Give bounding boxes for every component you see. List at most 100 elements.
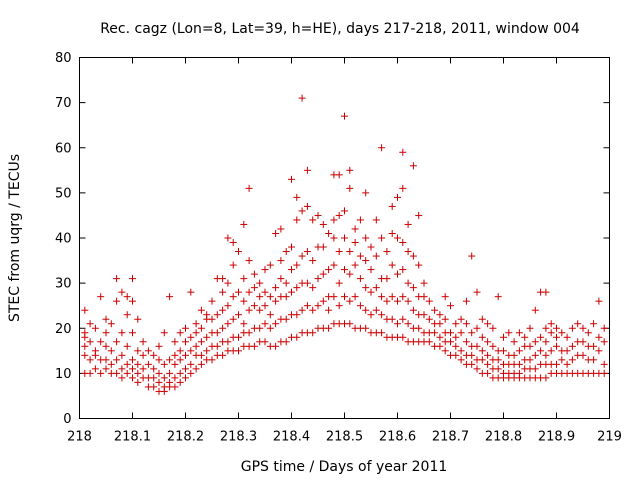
data-point: [484, 320, 492, 328]
axis-tick-labels: 218 218.1 218.2 218.3 218.4 218.5 218.6 218.7 21…: [55, 51, 622, 445]
y-tick-label: 10: [55, 367, 72, 382]
data-point: [600, 338, 608, 346]
data-point: [293, 284, 301, 292]
data-point: [457, 315, 465, 323]
data-point: [515, 329, 523, 337]
data-point: [558, 356, 566, 364]
data-point: [129, 365, 136, 373]
data-point: [399, 148, 407, 156]
data-point: [134, 347, 142, 355]
data-point: [219, 351, 227, 359]
data-point: [415, 324, 423, 332]
data-point: [468, 360, 476, 368]
data-point: [293, 311, 301, 319]
data-point: [203, 311, 211, 319]
data-point: [176, 347, 184, 355]
data-point: [579, 351, 587, 359]
data-point: [81, 306, 89, 314]
data-point: [441, 347, 449, 355]
data-point: [330, 293, 338, 301]
data-point: [568, 324, 576, 332]
data-point: [229, 261, 237, 269]
data-point: [224, 320, 232, 328]
data-point: [298, 306, 306, 314]
x-tick-label: 218.9: [538, 430, 575, 445]
data-point: [219, 306, 227, 314]
data-point: [250, 284, 258, 292]
data-point: [240, 220, 248, 228]
data-point: [235, 333, 242, 341]
axis-ticks: [79, 57, 610, 419]
data-point: [314, 211, 322, 219]
data-point: [473, 342, 481, 350]
data-point: [266, 293, 274, 301]
data-point: [378, 293, 386, 301]
data-point: [166, 378, 174, 386]
data-point: [542, 288, 550, 296]
data-point: [309, 284, 317, 292]
data-point: [542, 351, 550, 359]
data-point: [362, 306, 370, 314]
data-point: [388, 229, 396, 237]
data-point: [197, 306, 205, 314]
data-point: [447, 338, 454, 346]
data-point: [436, 333, 444, 341]
data-point: [314, 302, 322, 310]
x-tick-label: 218: [67, 430, 92, 445]
data-point: [293, 333, 301, 341]
data-point: [245, 329, 253, 337]
data-point: [97, 293, 105, 301]
data-point: [553, 342, 560, 350]
data-point: [86, 338, 94, 346]
data-point: [346, 248, 354, 256]
data-point: [542, 338, 550, 346]
data-point: [404, 220, 412, 228]
data-point: [250, 342, 258, 350]
data-point: [553, 360, 560, 368]
data-point: [256, 306, 264, 314]
data-point: [261, 266, 269, 274]
data-point: [113, 369, 121, 377]
data-point: [160, 329, 168, 337]
data-point: [590, 342, 598, 350]
data-point: [553, 324, 560, 332]
data-point: [187, 360, 195, 368]
data-point: [261, 302, 269, 310]
data-point: [362, 324, 370, 332]
data-point: [494, 365, 502, 373]
data-point: [319, 243, 327, 251]
data-point: [97, 369, 105, 377]
data-point: [388, 261, 396, 269]
data-point: [208, 297, 216, 305]
data-point: [351, 293, 359, 301]
data-point: [192, 320, 200, 328]
data-point: [441, 293, 449, 301]
data-point: [441, 315, 449, 323]
data-point: [462, 338, 470, 346]
data-point: [86, 320, 94, 328]
y-tick-label: 30: [55, 277, 72, 292]
data-point: [547, 347, 555, 355]
data-point: [367, 311, 375, 319]
data-point: [378, 234, 386, 242]
data-point: [399, 184, 407, 192]
data-point: [298, 252, 306, 260]
data-point: [134, 360, 142, 368]
data-point: [266, 324, 274, 332]
data-point: [118, 374, 126, 382]
data-point: [235, 288, 242, 296]
data-point: [547, 329, 555, 337]
data-point: [229, 293, 237, 301]
data-point: [330, 234, 338, 242]
data-point: [235, 347, 242, 355]
data-point: [298, 94, 306, 102]
x-tick-label: 218.2: [167, 430, 204, 445]
data-point: [102, 329, 110, 337]
data-point: [171, 351, 179, 359]
data-point: [160, 360, 168, 368]
data-point: [425, 315, 433, 323]
data-point: [325, 324, 333, 332]
data-point: [245, 257, 253, 265]
data-point: [595, 333, 603, 341]
data-points: [81, 94, 608, 395]
